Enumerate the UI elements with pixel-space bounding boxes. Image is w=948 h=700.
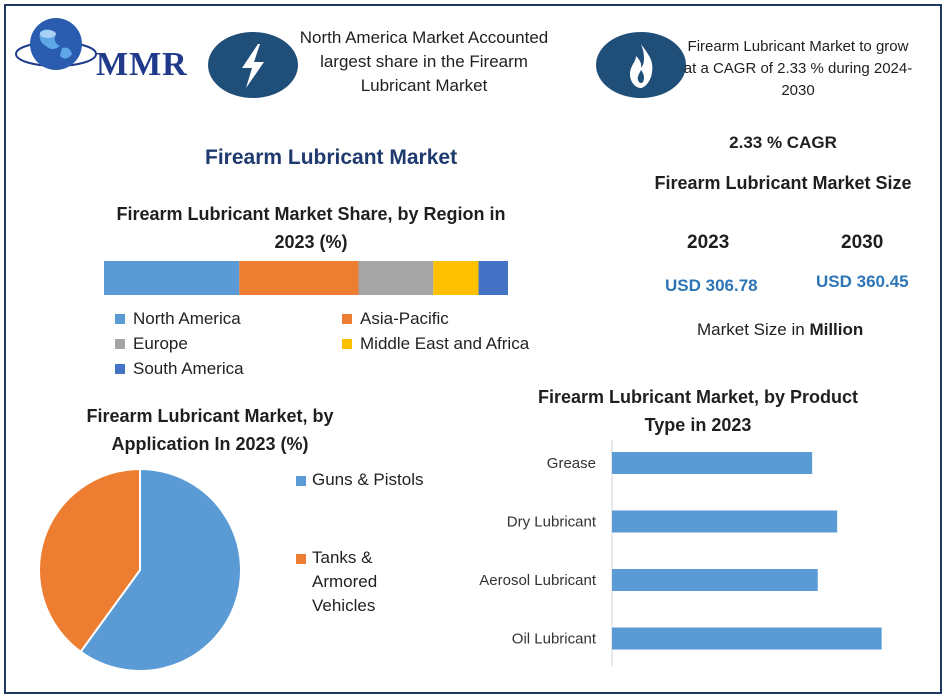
infographic-frame [4, 4, 942, 694]
region-segment-asia-pacific [239, 261, 359, 295]
legend-swatch [342, 339, 352, 349]
product-bar-chart: Grease Dry Lubricant Aerosol Lubricant Oil … [479, 440, 882, 666]
logo: MMR [12, 12, 192, 86]
legend-label: Asia-Pacific [360, 309, 449, 328]
legend-label: Guns & Pistols [312, 470, 424, 489]
region-segment-south-america [478, 261, 508, 295]
legend-item: Tanks & Armored Vehicles [296, 546, 377, 618]
year-2030: 2030 [841, 232, 884, 253]
value-2023: USD 306.78 [665, 276, 758, 295]
page-title: Firearm Lubricant Market [205, 146, 458, 169]
category-label: Aerosol Lubricant [479, 572, 597, 589]
legend-label: North America [133, 309, 241, 328]
legend-swatch [296, 554, 306, 564]
region-segment-europe [358, 261, 434, 295]
market-size-title: Firearm Lubricant Market Size [654, 173, 912, 193]
legend-label: Tanks & Armored Vehicles [312, 548, 378, 615]
legend-label: South America [133, 359, 244, 378]
legend-swatch [115, 339, 125, 349]
year-2023: 2023 [687, 232, 730, 253]
region-stacked-bar [104, 261, 508, 295]
region-chart-title: Firearm Lubricant Market Share, by Regio… [116, 204, 506, 252]
logo-text: MMR [96, 46, 188, 83]
unit-value: Million [809, 320, 864, 339]
lightning-icon [242, 44, 264, 88]
legend-item: Middle East and Africa [342, 334, 529, 354]
product-chart-title: Firearm Lubricant Market, by Product Typ… [537, 387, 859, 435]
legend-item: Guns & Pistols [296, 468, 424, 492]
legend-item: Asia-Pacific [342, 309, 449, 329]
region-segment-middle-east-and-africa [433, 261, 479, 295]
category-label: Oil Lubricant [512, 631, 597, 648]
globe-icon [15, 18, 97, 70]
application-chart-title: Firearm Lubricant Market, by Application… [86, 406, 334, 454]
application-pie [38, 467, 242, 672]
highlight-cagr: Firearm Lubricant Market to grow at a CA… [683, 38, 913, 99]
legend-item: North America [115, 309, 241, 329]
bar-aerosol-lubricant [612, 569, 818, 591]
legend-swatch [342, 314, 352, 324]
pie-slice-guns-pistols [79, 467, 242, 672]
bar-grease [612, 452, 813, 474]
lightning-badge [208, 32, 298, 98]
legend-swatch [115, 364, 125, 374]
legend-item: South America [115, 359, 244, 379]
region-legend: North America Asia-Pacific Europe Middle Ea… [115, 309, 575, 385]
flame-icon [630, 44, 653, 88]
legend-label: Europe [133, 334, 188, 353]
unit-note: Market Size in Million [697, 320, 863, 340]
flame-badge [596, 32, 686, 98]
category-label: Grease [547, 455, 596, 472]
legend-label: Middle East and Africa [360, 334, 530, 353]
legend-item: Europe [115, 334, 188, 354]
bar-oil-lubricant [612, 627, 882, 650]
bar-dry-lubricant [612, 510, 838, 533]
pie-slice-tanks-armored-vehicles [38, 467, 141, 654]
region-segment-north-america [104, 261, 240, 295]
unit-label: Market Size in [697, 320, 805, 339]
category-label: Dry Lubricant [507, 514, 597, 531]
value-2030: USD 360.45 [816, 272, 909, 291]
legend-swatch [115, 314, 125, 324]
legend-swatch [296, 476, 306, 486]
highlight-north-america: North America Market Accounted largest s… [299, 28, 549, 95]
cagr-label: 2.33 % CAGR [729, 133, 837, 152]
